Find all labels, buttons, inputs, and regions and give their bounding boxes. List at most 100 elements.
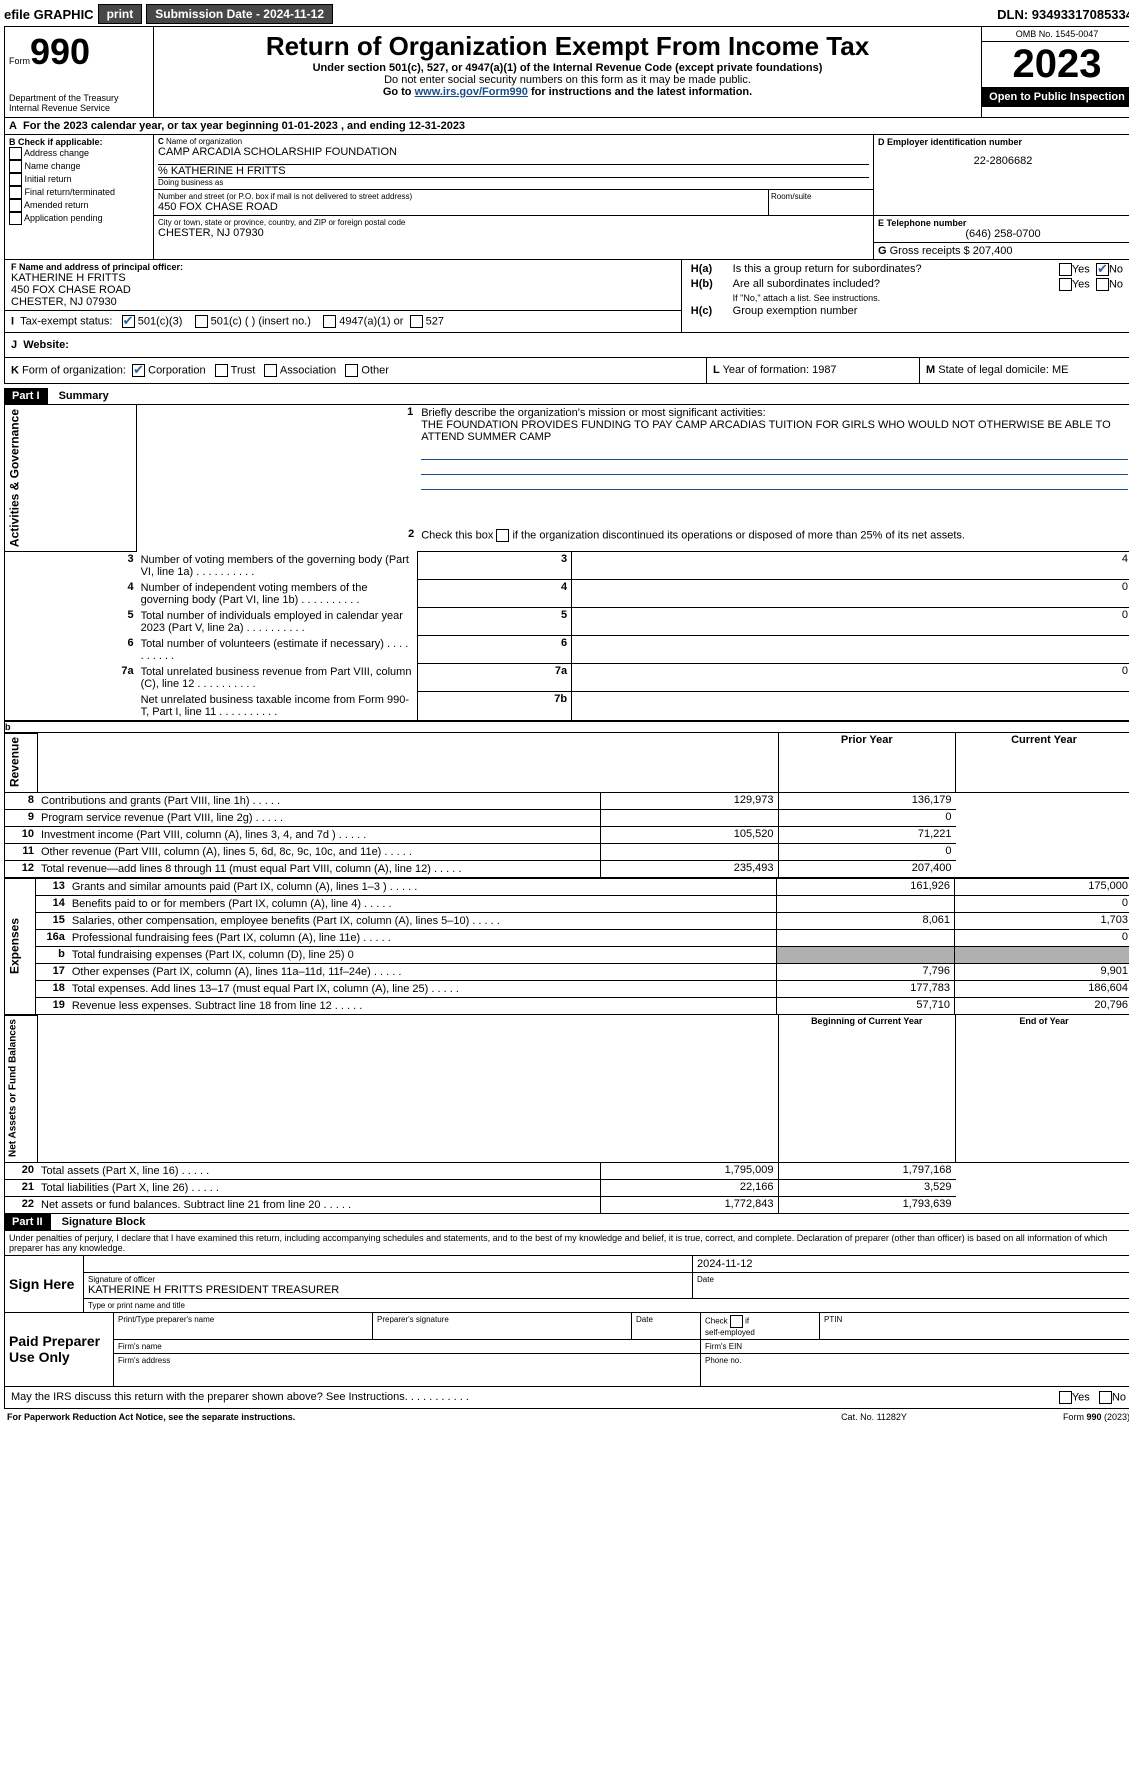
city-label: City or town, state or province, country… xyxy=(158,218,869,227)
expenses-table: Expenses13 Grants and similar amounts pa… xyxy=(4,878,1129,1015)
print-button[interactable]: print xyxy=(98,4,143,24)
efile-label: efile GRAPHIC xyxy=(4,7,94,22)
section-revenue: Revenue xyxy=(5,733,38,792)
sig-label: Signature of officer xyxy=(88,1275,155,1284)
financials-table: Revenue Prior Year Current Year 8 Contri… xyxy=(4,733,1129,878)
org-name: CAMP ARCADIA SCHOLARSHIP FOUNDATION xyxy=(158,146,869,158)
form-number: 990 xyxy=(30,31,90,72)
checkbox-discuss-yes[interactable] xyxy=(1059,1391,1072,1404)
checkbox-527[interactable] xyxy=(410,315,423,328)
netassets-table: Net Assets or Fund Balances Beginning of… xyxy=(4,1015,1129,1214)
table-row: 17 Other expenses (Part IX, column (A), … xyxy=(5,963,1129,980)
table-row: 4 Number of independent voting members o… xyxy=(5,580,1129,608)
checkbox-final[interactable] xyxy=(9,186,22,199)
f-label: F Name and address of principal officer: xyxy=(11,262,675,272)
checkbox-address[interactable] xyxy=(9,147,22,160)
checkbox-other[interactable] xyxy=(345,364,358,377)
irs-link[interactable]: www.irs.gov/Form990 xyxy=(415,86,528,98)
checkbox-501c3[interactable] xyxy=(122,315,135,328)
hc-label: H(c) xyxy=(688,304,730,318)
checkbox-application[interactable] xyxy=(9,212,22,225)
checkbox-4947[interactable] xyxy=(323,315,336,328)
tax-year: 2023 xyxy=(982,42,1129,87)
table-row: 16a Professional fundraising fees (Part … xyxy=(5,929,1129,946)
table-row: 18 Total expenses. Add lines 13–17 (must… xyxy=(5,980,1129,997)
part2-bar: Part II Signature Block xyxy=(4,1214,1129,1230)
checkbox-hb-no[interactable] xyxy=(1096,278,1109,291)
prep-name-label: Print/Type preparer's name xyxy=(114,1313,373,1340)
g-text: Gross receipts $ xyxy=(890,245,970,257)
line-a: A For the 2023 calendar year, or tax yea… xyxy=(4,118,1129,134)
org-info-block: B Check if applicable: Address change Na… xyxy=(4,134,1129,260)
omb-label: OMB No. 1545-0047 xyxy=(982,27,1129,42)
phone-value: (646) 258-0700 xyxy=(878,228,1128,240)
officer-city: CHESTER, NJ 07930 xyxy=(11,296,675,308)
firm-ein-label: Firm's EIN xyxy=(701,1339,1129,1353)
checkbox-trust[interactable] xyxy=(215,364,228,377)
line1-label: Briefly describe the organization's miss… xyxy=(421,407,765,419)
check-if-label: Check ifself-employed xyxy=(701,1313,820,1340)
paid-preparer-label: Paid Preparer Use Only xyxy=(5,1313,114,1387)
b-opt-name: Name change xyxy=(9,160,149,173)
checkbox-name[interactable] xyxy=(9,160,22,173)
ptin-label: PTIN xyxy=(820,1313,1129,1340)
i-label: Tax-exempt status: xyxy=(20,315,112,327)
table-row: 15 Salaries, other compensation, employe… xyxy=(5,912,1129,929)
table-row: 21 Total liabilities (Part X, line 26) .… xyxy=(5,1179,1129,1196)
discuss-row: May the IRS discuss this return with the… xyxy=(4,1387,1129,1409)
checkbox-501c[interactable] xyxy=(195,315,208,328)
table-row: Net unrelated business taxable income fr… xyxy=(5,692,1129,720)
section-governance: Activities & Governance xyxy=(5,405,137,552)
eoy-header: End of Year xyxy=(956,1015,1129,1162)
form-header: Form990 Department of the TreasuryIntern… xyxy=(4,26,1129,118)
hb-note: If "No," attach a list. See instructions… xyxy=(730,292,1126,304)
topbar: efile GRAPHIC print Submission Date - 20… xyxy=(4,4,1129,24)
checkbox-discontinued[interactable] xyxy=(496,529,509,542)
hb-text: Are all subordinates included? xyxy=(730,277,1021,292)
c-name-label: Name of organization xyxy=(166,137,242,146)
street-label: Number and street (or P.O. box if mail i… xyxy=(158,192,764,201)
officer-street: 450 FOX CHASE ROAD xyxy=(11,284,675,296)
e-label: E Telephone number xyxy=(878,218,1128,228)
j-label: Website: xyxy=(23,339,69,351)
checkbox-discuss-no[interactable] xyxy=(1099,1391,1112,1404)
b-label: B Check if applicable: xyxy=(9,137,149,147)
checkbox-corp[interactable] xyxy=(132,364,145,377)
checkbox-initial[interactable] xyxy=(9,173,22,186)
sig-name: KATHERINE H FRITTS PRESIDENT TREASURER xyxy=(88,1284,339,1296)
prior-year-header: Prior Year xyxy=(778,733,956,792)
header-note1: Do not enter social security numbers on … xyxy=(158,74,977,86)
checkbox-hb-yes[interactable] xyxy=(1059,278,1072,291)
sign-here-label: Sign Here xyxy=(5,1255,84,1312)
table-row: 7a Total unrelated business revenue from… xyxy=(5,664,1129,692)
date-label: Date xyxy=(693,1272,1129,1298)
checkbox-amended[interactable] xyxy=(9,199,22,212)
header-title: Return of Organization Exempt From Incom… xyxy=(158,31,977,62)
city-value: CHESTER, NJ 07930 xyxy=(158,227,869,239)
g-label: G xyxy=(878,245,887,257)
b-opt-final: Final return/terminated xyxy=(9,186,149,199)
cat-no: Cat. No. 11282Y xyxy=(771,1411,977,1423)
checkbox-self-employed[interactable] xyxy=(730,1315,743,1328)
table-row: 19 Revenue less expenses. Subtract line … xyxy=(5,997,1129,1014)
hb-label: H(b) xyxy=(688,277,730,292)
ha-label: H(a) xyxy=(688,262,730,277)
prep-sig-label: Preparer's signature xyxy=(373,1313,632,1340)
submission-button[interactable]: Submission Date - 2024-11-12 xyxy=(146,4,333,24)
checkbox-ha-yes[interactable] xyxy=(1059,263,1072,276)
b-opt-initial: Initial return xyxy=(9,173,149,186)
dln-label: DLN: 93493317085334 xyxy=(997,7,1129,22)
checkbox-assoc[interactable] xyxy=(264,364,277,377)
table-row: 3 Number of voting members of the govern… xyxy=(5,552,1129,580)
table-row: Expenses13 Grants and similar amounts pa… xyxy=(5,878,1129,895)
table-row: 9 Program service revenue (Part VIII, li… xyxy=(5,809,1129,826)
checkbox-ha-no[interactable] xyxy=(1096,263,1109,276)
officer-name: KATHERINE H FRITTS xyxy=(11,272,675,284)
footer: For Paperwork Reduction Act Notice, see … xyxy=(4,1411,1129,1423)
part1-bar: Part I Summary xyxy=(4,388,1129,404)
header-note2: Go to www.irs.gov/Form990 for instructio… xyxy=(158,86,977,98)
phone-label: Phone no. xyxy=(701,1353,1129,1386)
discuss-text: May the IRS discuss this return with the… xyxy=(11,1391,408,1403)
table-row: 8 Contributions and grants (Part VIII, l… xyxy=(5,792,1129,809)
d-label: D Employer identification number xyxy=(878,137,1128,147)
